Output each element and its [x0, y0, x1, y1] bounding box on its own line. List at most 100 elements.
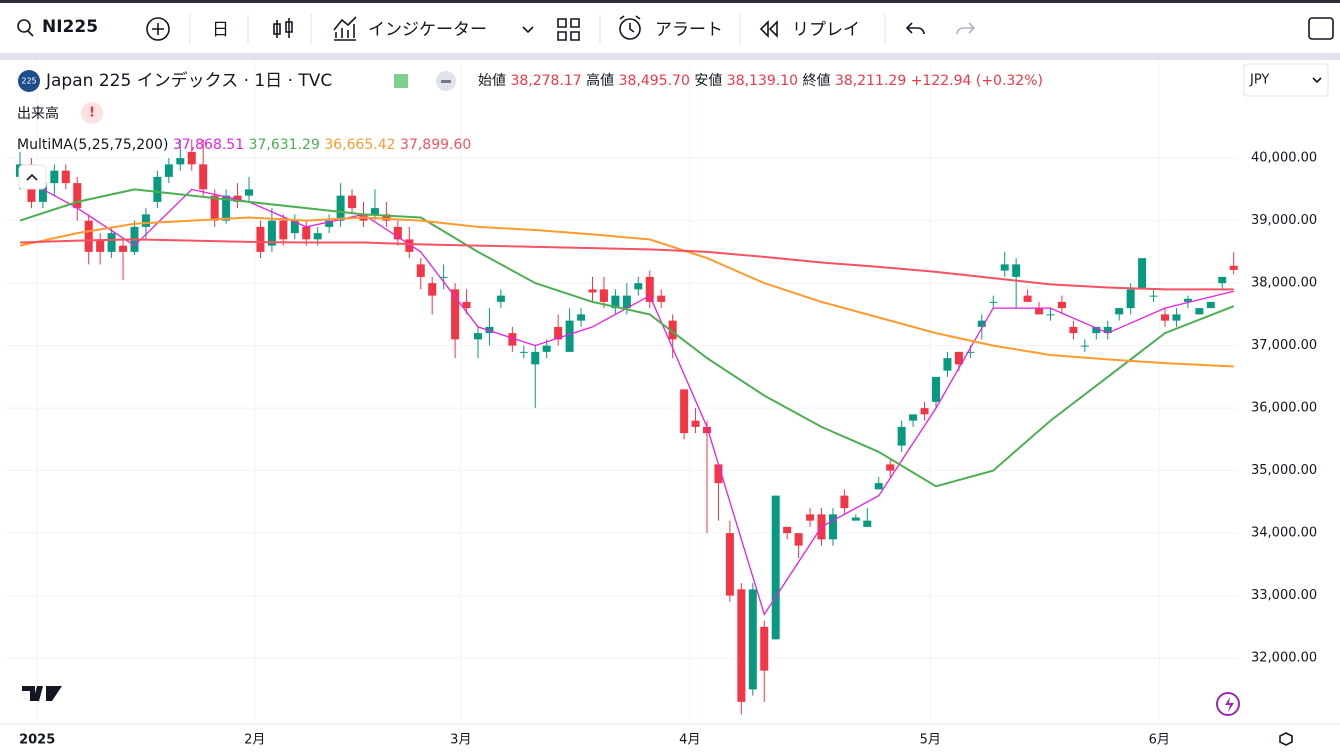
ma-value: 37,631.29 [249, 137, 320, 153]
candle-body [199, 164, 208, 190]
candle-body [416, 264, 425, 277]
redo[interactable] [956, 22, 976, 35]
ohlc-label: 高値 [586, 72, 614, 89]
candle-body [290, 220, 299, 234]
indicators[interactable]: インジケーター [368, 20, 487, 40]
candle-body [1012, 264, 1021, 277]
candle-body [886, 464, 895, 471]
settings[interactable] [1279, 732, 1293, 746]
candle-body [1103, 326, 1112, 334]
candle-body [920, 408, 929, 415]
candle-body [748, 589, 757, 690]
candle-body [1126, 289, 1135, 309]
layout-icon[interactable] [557, 18, 580, 41]
candle-body [1161, 314, 1169, 321]
alert-icon-hands [619, 15, 641, 33]
window-button[interactable] [1308, 17, 1334, 40]
volume-warning[interactable] [81, 102, 103, 124]
candle-body [393, 226, 402, 240]
candle-body [1229, 265, 1238, 270]
candle-body [1183, 298, 1192, 302]
x-tick-label: 2月 [244, 733, 265, 748]
candle-body [966, 351, 975, 353]
candle-body [1000, 264, 1009, 271]
candle-body [405, 239, 414, 252]
interval[interactable]: 日 [212, 20, 229, 40]
candle-body [1115, 308, 1124, 315]
replay[interactable]: リプレイ [792, 20, 860, 40]
candle-body [96, 239, 105, 252]
dropdown[interactable] [522, 26, 534, 34]
candle-body [703, 426, 711, 434]
currency-dropdown [1312, 77, 1322, 84]
badge-text: 225 [21, 77, 36, 86]
candle-body [794, 533, 803, 546]
candle-body [577, 314, 586, 321]
undo[interactable] [905, 22, 925, 35]
ma-value: 36,665.42 [324, 137, 395, 153]
currency-select[interactable] [1243, 63, 1329, 97]
x-tick-label: 3月 [450, 733, 471, 748]
candle-body [1069, 326, 1078, 334]
y-tick-label: 34,000.00 [1251, 526, 1317, 541]
candle-body [439, 276, 448, 278]
x-tick-label: 2025 [19, 733, 55, 748]
candle-body [38, 183, 47, 202]
ohlc-legend: 始値 38,278.17 高値 38,495.70 安値 38,139.10 終… [478, 72, 1043, 89]
alert-icon [619, 18, 641, 40]
assistant-icon [1225, 697, 1234, 712]
candle-body [267, 220, 276, 246]
ohlc-value: 38,278.17 [510, 73, 581, 89]
candle-body [107, 233, 116, 252]
candle-body [313, 233, 322, 240]
x-tick-label: 5月 [920, 733, 941, 748]
y-tick-label: 38,000.00 [1251, 276, 1317, 291]
candle-body [977, 320, 986, 327]
candle-body [806, 514, 815, 521]
candle-body [771, 495, 780, 640]
candle-body [428, 283, 437, 296]
candle-body [1195, 308, 1204, 315]
y-tick-label: 40,000.00 [1251, 151, 1317, 166]
symbol[interactable]: NI225 [42, 17, 98, 37]
replay-icon [759, 20, 778, 38]
candle-body [508, 333, 517, 346]
candle-body [1092, 326, 1101, 334]
candle-body [634, 283, 643, 290]
ohlc-label: 始値 [478, 73, 506, 89]
legend: 225 Japan 225 インデックス · 1日 · TVC 始値 38,27… [17, 70, 1043, 190]
y-tick-label: 33,000.00 [1251, 588, 1317, 603]
add-icon [152, 23, 164, 35]
candle-body [462, 301, 471, 309]
candle-body [164, 164, 173, 177]
chart-type[interactable] [273, 18, 293, 38]
x-tick-label: 6月 [1149, 733, 1170, 748]
volume-label: 出来高 [17, 105, 59, 122]
candle-body [989, 301, 998, 303]
candle-body [1218, 276, 1227, 284]
candle-body [680, 389, 689, 434]
candle-body [336, 195, 345, 221]
candle-body [222, 195, 231, 221]
add-symbol[interactable] [146, 17, 170, 41]
legend-toggle[interactable] [18, 164, 47, 190]
search-icon[interactable] [17, 19, 31, 33]
candle-body [668, 320, 677, 340]
ohlc-value: 38,211.29 [835, 73, 906, 89]
candle-body [496, 295, 505, 302]
ma-value: 37,899.60 [400, 137, 471, 153]
toolbar-gap [0, 53, 1340, 60]
warning-icon: ! [89, 106, 95, 121]
candle-body [348, 195, 357, 209]
candle-body [565, 320, 574, 352]
collapse-icon [441, 80, 451, 83]
alert[interactable]: アラート [655, 20, 723, 40]
candle-body [153, 176, 162, 202]
candle-body [1046, 314, 1055, 316]
candle-body [1172, 314, 1181, 321]
candle-body [1149, 295, 1158, 297]
assistant-button[interactable] [1216, 692, 1240, 716]
tradingview-logo [22, 686, 62, 701]
candle-body [874, 483, 883, 490]
candle-body [840, 495, 849, 509]
